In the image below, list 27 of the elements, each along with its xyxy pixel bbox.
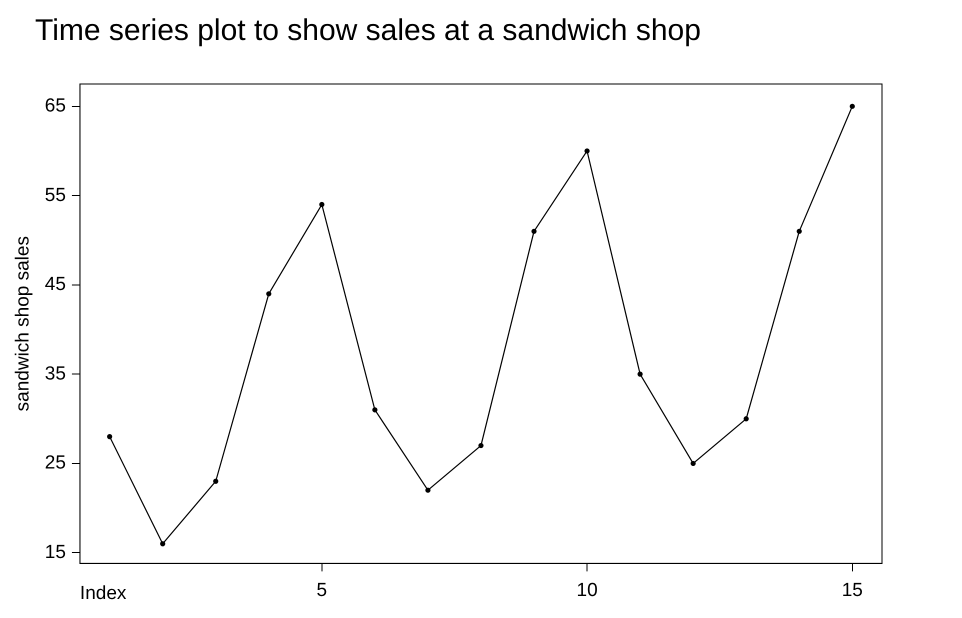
y-tick-label: 45 [44, 274, 66, 296]
point [690, 460, 696, 466]
point [850, 104, 855, 109]
point [319, 202, 324, 208]
point [107, 434, 112, 440]
y-tick-label: 25 [44, 452, 66, 474]
chart-title: Time series plot to show sales at a sandwich shop [35, 14, 702, 49]
y-tick-label: 55 [44, 184, 66, 206]
point [160, 541, 166, 546]
point [796, 228, 802, 234]
y-tick-label: 35 [44, 363, 66, 384]
x-tick-label: 10 [576, 580, 598, 602]
point [372, 407, 378, 412]
x-axis-title: Index [80, 582, 127, 604]
point [744, 416, 749, 422]
y-tick-label: 65 [44, 96, 66, 117]
y-tick-label: 15 [44, 542, 66, 563]
x-tick-label: 5 [316, 580, 328, 602]
point [425, 488, 431, 493]
point [478, 442, 484, 448]
y-axis-title: sandwich shop sales [12, 236, 34, 412]
point [531, 228, 537, 234]
point [266, 291, 272, 296]
point [638, 372, 643, 377]
x-tick-label: 15 [842, 580, 863, 602]
point [213, 478, 218, 484]
point [584, 148, 590, 154]
